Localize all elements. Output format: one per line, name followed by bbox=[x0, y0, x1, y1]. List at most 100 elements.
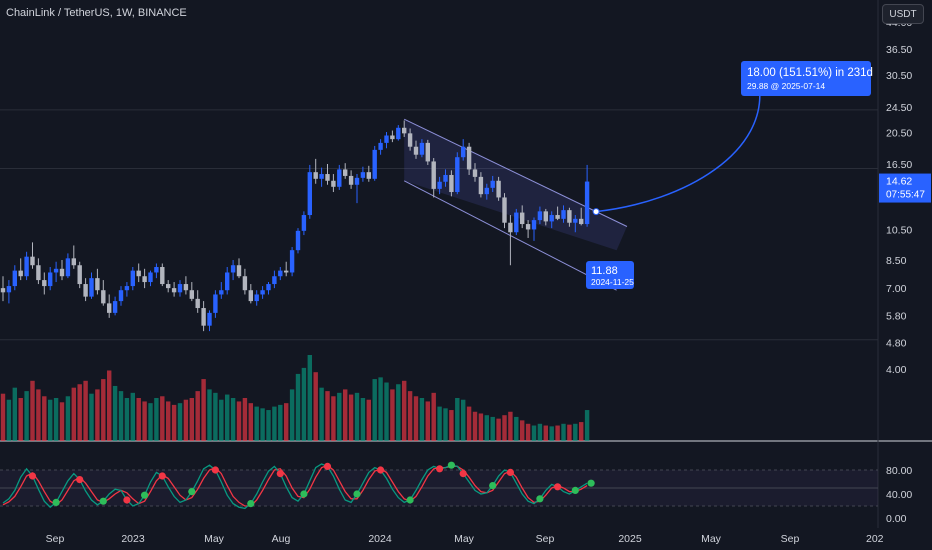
candle bbox=[478, 172, 484, 198]
volume-bar bbox=[195, 391, 200, 441]
candle-body bbox=[378, 142, 383, 150]
candle bbox=[313, 158, 318, 184]
target-label-line2: 29.88 @ 2025-07-14 bbox=[747, 81, 825, 91]
candle-body bbox=[160, 267, 165, 285]
channel-upper-line bbox=[403, 118, 628, 227]
candle bbox=[472, 163, 478, 182]
last-close-price: 11.88 bbox=[591, 265, 618, 277]
candle bbox=[266, 282, 271, 295]
currency-button[interactable]: USDT bbox=[882, 4, 924, 24]
candle bbox=[455, 152, 460, 195]
candle-body bbox=[130, 270, 135, 287]
candle bbox=[289, 247, 295, 277]
crossover-dot bbox=[76, 476, 84, 484]
volume-bar bbox=[42, 396, 47, 441]
volume-bar bbox=[189, 398, 194, 441]
candle-body bbox=[124, 286, 130, 291]
volume-bar bbox=[502, 415, 507, 441]
candle-body bbox=[219, 290, 224, 295]
candle bbox=[490, 175, 495, 193]
volume-bar bbox=[83, 380, 88, 441]
candle-body bbox=[65, 258, 71, 277]
candle-body bbox=[36, 265, 41, 281]
crossover-dot bbox=[28, 472, 37, 480]
candle bbox=[24, 251, 29, 281]
volume-bar bbox=[201, 379, 206, 441]
volume-bar bbox=[154, 398, 159, 441]
volume-bar bbox=[466, 406, 472, 441]
candle bbox=[136, 263, 141, 283]
volume-bar bbox=[461, 399, 466, 441]
candle bbox=[343, 163, 348, 179]
candle bbox=[95, 268, 100, 295]
candle bbox=[307, 164, 312, 219]
candle-body bbox=[0, 288, 6, 293]
volume-bar bbox=[520, 420, 525, 441]
candle-body bbox=[449, 174, 454, 193]
candle bbox=[48, 267, 53, 291]
candle-body bbox=[555, 215, 560, 219]
time-tick-label: May bbox=[454, 533, 475, 545]
candle-body bbox=[561, 210, 566, 219]
candle-body bbox=[59, 268, 65, 277]
candle-body bbox=[201, 308, 206, 326]
volume-bar bbox=[354, 392, 360, 441]
candle-body bbox=[514, 212, 519, 233]
candle bbox=[201, 301, 206, 332]
candle bbox=[260, 286, 265, 299]
volume-bar bbox=[295, 373, 301, 441]
crossover-dot bbox=[158, 472, 166, 480]
candle-body bbox=[142, 276, 147, 283]
candle bbox=[183, 276, 189, 295]
oscillator-tick-label: 0.00 bbox=[886, 513, 907, 525]
candle bbox=[53, 261, 59, 283]
candle-body bbox=[266, 284, 271, 291]
last-close-label-box bbox=[586, 261, 634, 289]
volume-bar bbox=[478, 413, 484, 441]
candle bbox=[549, 211, 554, 229]
time-tick-label: May bbox=[204, 533, 225, 545]
last-close-date: 2024-11-25 bbox=[591, 277, 634, 287]
volume-bar bbox=[390, 389, 395, 441]
crossover-dot bbox=[554, 483, 562, 491]
volume-bar bbox=[425, 401, 430, 441]
candle bbox=[59, 260, 65, 281]
volume-bar bbox=[107, 370, 112, 441]
candle bbox=[77, 261, 82, 289]
candle-body bbox=[89, 278, 94, 297]
volume-bar bbox=[236, 401, 242, 441]
candle-body bbox=[278, 270, 283, 277]
candle-body bbox=[354, 177, 360, 185]
time-tick-label: 2024 bbox=[368, 533, 392, 545]
volume-bar bbox=[248, 403, 253, 441]
crossover-dot bbox=[406, 496, 414, 504]
volume-bar bbox=[177, 403, 183, 441]
time-tick-label: 2023 bbox=[121, 533, 145, 545]
crossover-dot bbox=[188, 488, 196, 496]
volume-bar bbox=[166, 401, 171, 441]
crossover-dot bbox=[211, 466, 219, 474]
candle bbox=[402, 120, 407, 137]
candle bbox=[449, 170, 454, 197]
target-label-box bbox=[741, 61, 871, 96]
price-tick-label: 4.00 bbox=[886, 364, 907, 376]
volume-bar bbox=[496, 418, 501, 441]
candle-body bbox=[71, 258, 76, 266]
candle-body bbox=[295, 230, 301, 251]
candle bbox=[242, 268, 248, 295]
candle-body bbox=[384, 135, 389, 143]
volume-bar bbox=[443, 408, 448, 441]
candle bbox=[65, 253, 71, 279]
candle-body bbox=[171, 288, 177, 293]
candlesticks bbox=[0, 120, 590, 332]
candle bbox=[154, 263, 159, 279]
candle-body bbox=[53, 268, 59, 273]
crossover-dot bbox=[247, 500, 255, 508]
volume-bar bbox=[148, 403, 153, 441]
volume-bar bbox=[289, 389, 295, 441]
candle bbox=[219, 282, 224, 299]
price-tick-label: 30.50 bbox=[886, 70, 912, 82]
candle bbox=[83, 278, 88, 302]
time-tick-label: 202 bbox=[866, 533, 884, 545]
